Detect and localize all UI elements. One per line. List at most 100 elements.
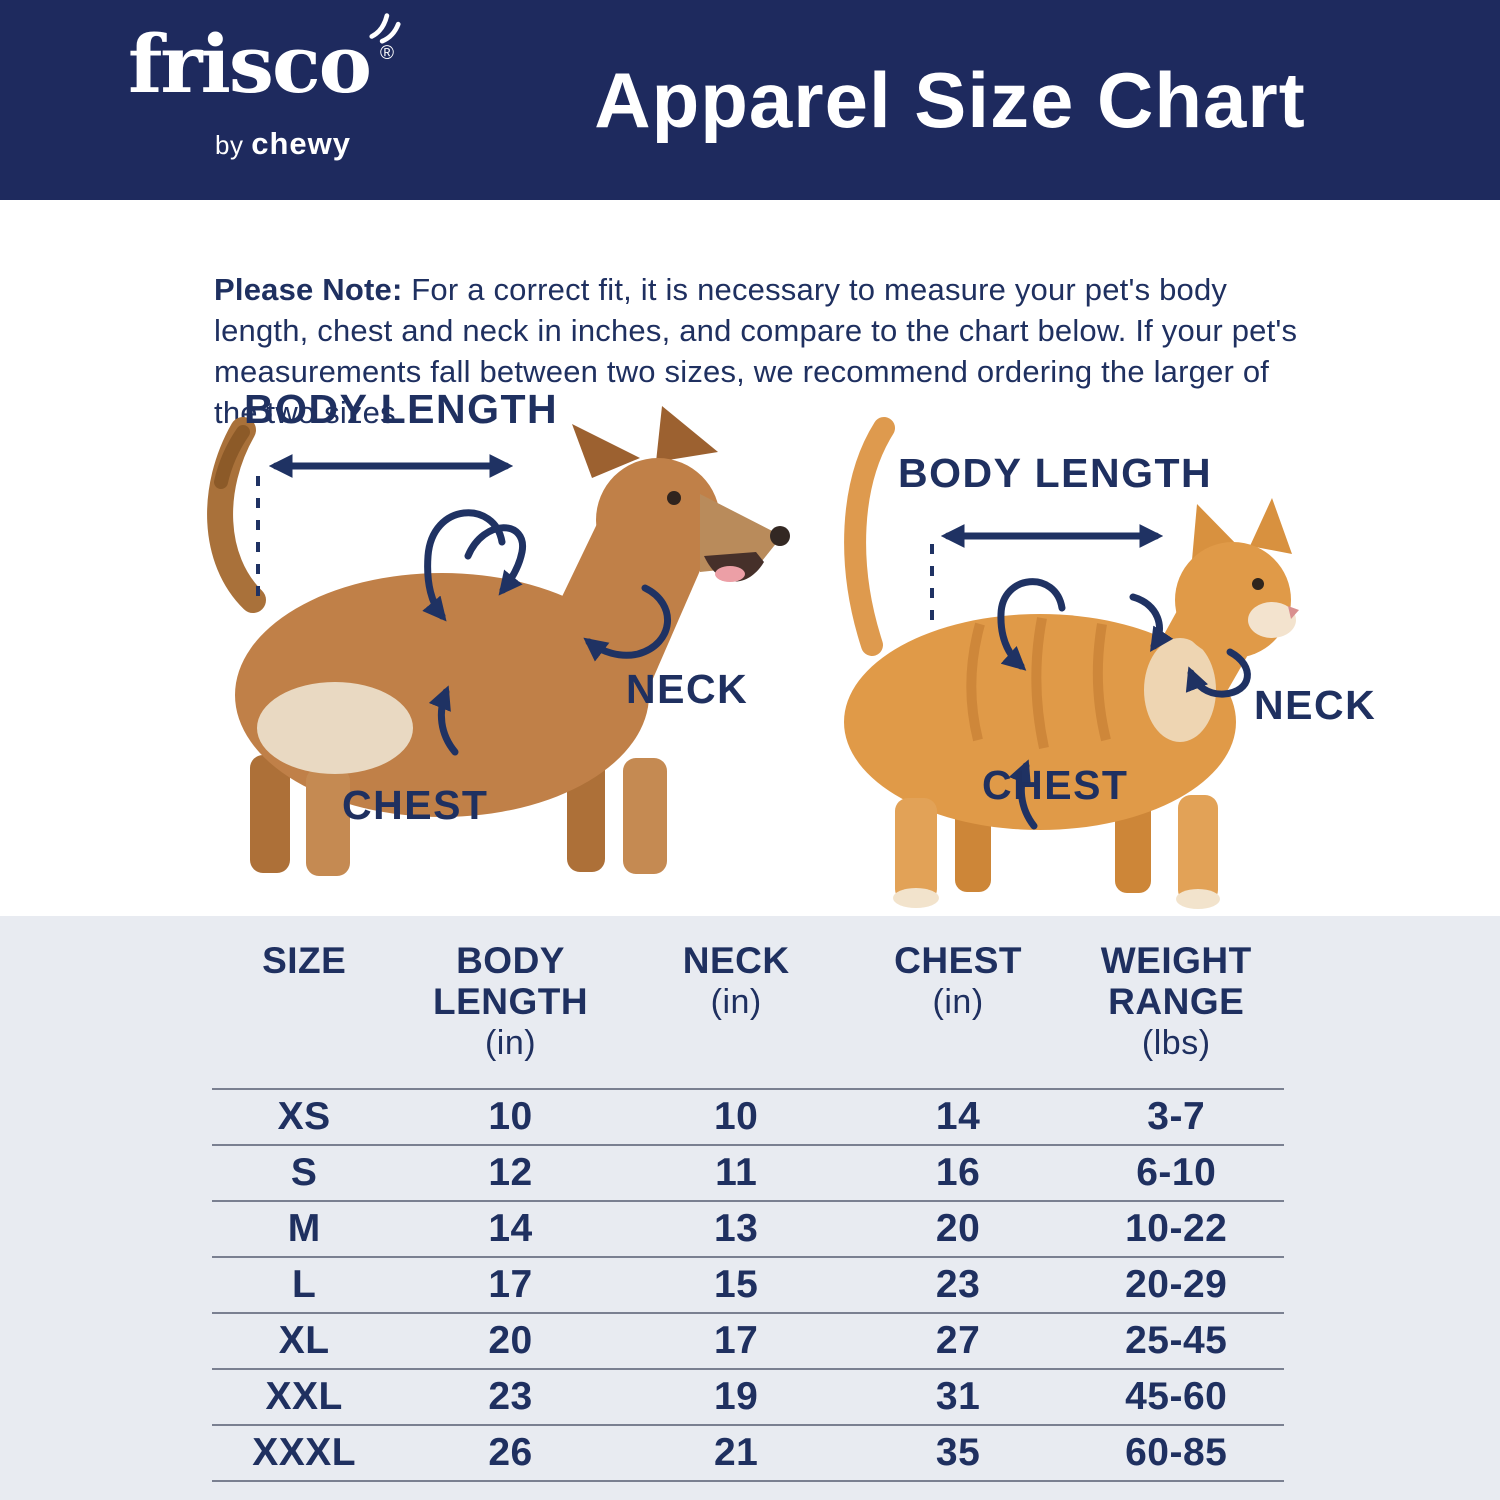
cat-neck-label: NECK bbox=[1254, 682, 1377, 728]
whisker-flick-icon bbox=[369, 13, 401, 44]
dog-illustration bbox=[207, 406, 790, 876]
frisco-wordmark: frisco ® bbox=[127, 13, 401, 111]
body-length-value: 20 bbox=[488, 1319, 533, 1362]
table-row-l: L 17 15 23 20-29 bbox=[212, 1256, 1284, 1312]
size-value: S bbox=[290, 1151, 318, 1194]
dog-nose bbox=[770, 526, 790, 546]
chest-value: 35 bbox=[935, 1431, 981, 1474]
column-header-neck: NECK (in) bbox=[682, 940, 790, 1021]
neck-value: 21 bbox=[713, 1431, 759, 1474]
column-header-body-length: BODY LENGTH (in) bbox=[432, 940, 589, 1062]
chest-value: 31 bbox=[935, 1375, 981, 1418]
table-row-xxl: XXL 23 19 31 45-60 bbox=[212, 1368, 1284, 1424]
chest-value: 27 bbox=[935, 1319, 981, 1362]
cat-stripe bbox=[1031, 617, 1049, 750]
column-header-size: SIZE bbox=[262, 940, 347, 981]
cat-neck-loop-arrow bbox=[1185, 648, 1251, 698]
registered-trademark-icon: ® bbox=[380, 43, 395, 64]
header-banner: frisco ® by chewy Apparel Size Chart bbox=[0, 0, 1500, 200]
size-value: XS bbox=[277, 1095, 331, 1138]
dog-belly-patch bbox=[257, 682, 413, 774]
weight-range-value: 20-29 bbox=[1125, 1263, 1228, 1306]
cat-left-ear bbox=[1192, 504, 1242, 560]
byline-by-text: by bbox=[215, 130, 244, 160]
table-row-xxxl: XXXL 26 21 35 60-85 bbox=[212, 1424, 1284, 1482]
weight-range-value: 10-22 bbox=[1125, 1207, 1228, 1250]
size-value: XXL bbox=[265, 1375, 343, 1418]
note-body: For a correct fit, it is necessary to me… bbox=[214, 272, 1298, 430]
size-table-section: SIZE BODY LENGTH (in) NECK (in) CHEST (i… bbox=[0, 916, 1500, 1500]
dog-tongue bbox=[715, 566, 745, 582]
neck-value: 17 bbox=[713, 1319, 759, 1362]
cat-body-length-label: BODY LENGTH bbox=[898, 450, 1213, 496]
fit-note: Please Note: For a correct fit, it is ne… bbox=[214, 269, 1300, 433]
table-header-row: SIZE BODY LENGTH (in) NECK (in) CHEST (i… bbox=[212, 940, 1284, 1088]
neck-value: 19 bbox=[713, 1375, 759, 1418]
chewy-wordmark: chewy bbox=[251, 126, 351, 161]
dog-chest-loop-arrow bbox=[422, 509, 506, 622]
cat-stripe bbox=[1092, 623, 1111, 742]
table-row-s: S 12 11 16 6-10 bbox=[212, 1144, 1284, 1200]
chest-value: 16 bbox=[935, 1151, 981, 1194]
neck-value: 11 bbox=[715, 1151, 758, 1194]
dog-chest-label: CHEST bbox=[342, 782, 489, 828]
cat-eye bbox=[1252, 578, 1264, 590]
cat-chest-loop-arrow bbox=[997, 578, 1066, 671]
frisco-brand-text: frisco bbox=[127, 17, 372, 111]
cat-right-ear bbox=[1250, 498, 1292, 554]
size-value: L bbox=[292, 1263, 317, 1306]
dog-tail-tip bbox=[214, 425, 250, 489]
body-length-value: 26 bbox=[488, 1431, 533, 1474]
dog-body bbox=[235, 573, 649, 817]
body-length-value: 10 bbox=[488, 1095, 533, 1138]
size-table: SIZE BODY LENGTH (in) NECK (in) CHEST (i… bbox=[212, 940, 1284, 1482]
dog-tail bbox=[207, 417, 266, 613]
dog-head bbox=[596, 458, 720, 582]
chewy-byline: by chewy bbox=[215, 126, 351, 162]
note-label: Please Note: bbox=[214, 272, 403, 307]
frisco-logo: frisco ® bbox=[104, 13, 401, 111]
chest-value: 23 bbox=[935, 1263, 981, 1306]
dog-front-near-leg bbox=[623, 758, 667, 874]
dog-neck-label: NECK bbox=[626, 666, 749, 712]
dog-rear-far-leg bbox=[250, 755, 290, 873]
cat-paw bbox=[1176, 889, 1220, 909]
cat-rear-near-leg bbox=[895, 798, 937, 902]
size-value: XL bbox=[278, 1319, 330, 1362]
body-length-value: 14 bbox=[488, 1207, 533, 1250]
body-length-value: 23 bbox=[488, 1375, 533, 1418]
cat-head bbox=[1175, 542, 1291, 658]
size-value: M bbox=[287, 1207, 321, 1250]
body-length-value: 12 bbox=[488, 1151, 533, 1194]
cat-muzzle bbox=[1248, 602, 1296, 638]
cat-tail bbox=[844, 417, 895, 656]
chest-value: 20 bbox=[935, 1207, 981, 1250]
weight-range-value: 3-7 bbox=[1147, 1095, 1206, 1138]
dog-open-mouth bbox=[704, 552, 764, 582]
weight-range-value: 45-60 bbox=[1125, 1375, 1228, 1418]
chest-value: 14 bbox=[935, 1095, 981, 1138]
neck-value: 13 bbox=[713, 1207, 759, 1250]
cat-chest-patch bbox=[1144, 638, 1216, 742]
cat-front-near-leg bbox=[1178, 795, 1218, 903]
dog-neck-loop-arrow bbox=[583, 584, 672, 662]
cat-nose bbox=[1288, 606, 1299, 619]
dog-muzzle bbox=[700, 494, 782, 572]
cat-withers-arrow bbox=[1129, 593, 1174, 652]
neck-value: 15 bbox=[713, 1263, 759, 1306]
page-title: Apparel Size Chart bbox=[594, 55, 1306, 144]
body-length-value: 17 bbox=[488, 1263, 533, 1306]
dog-neck-shape bbox=[545, 476, 702, 690]
cat-chest-label: CHEST bbox=[982, 762, 1129, 808]
weight-range-value: 6-10 bbox=[1136, 1151, 1217, 1194]
column-header-chest: CHEST (in) bbox=[894, 940, 1023, 1021]
weight-range-value: 60-85 bbox=[1125, 1431, 1228, 1474]
cat-paw bbox=[893, 888, 939, 908]
dog-body-length-label: BODY LENGTH bbox=[244, 386, 559, 432]
table-row-xs: XS 10 10 14 3-7 bbox=[212, 1088, 1284, 1144]
dog-front-far-leg bbox=[567, 750, 605, 872]
size-value: XXXL bbox=[252, 1431, 357, 1474]
column-header-weight-range: WEIGHT RANGE (lbs) bbox=[1100, 940, 1252, 1062]
dog-eye bbox=[667, 491, 681, 505]
